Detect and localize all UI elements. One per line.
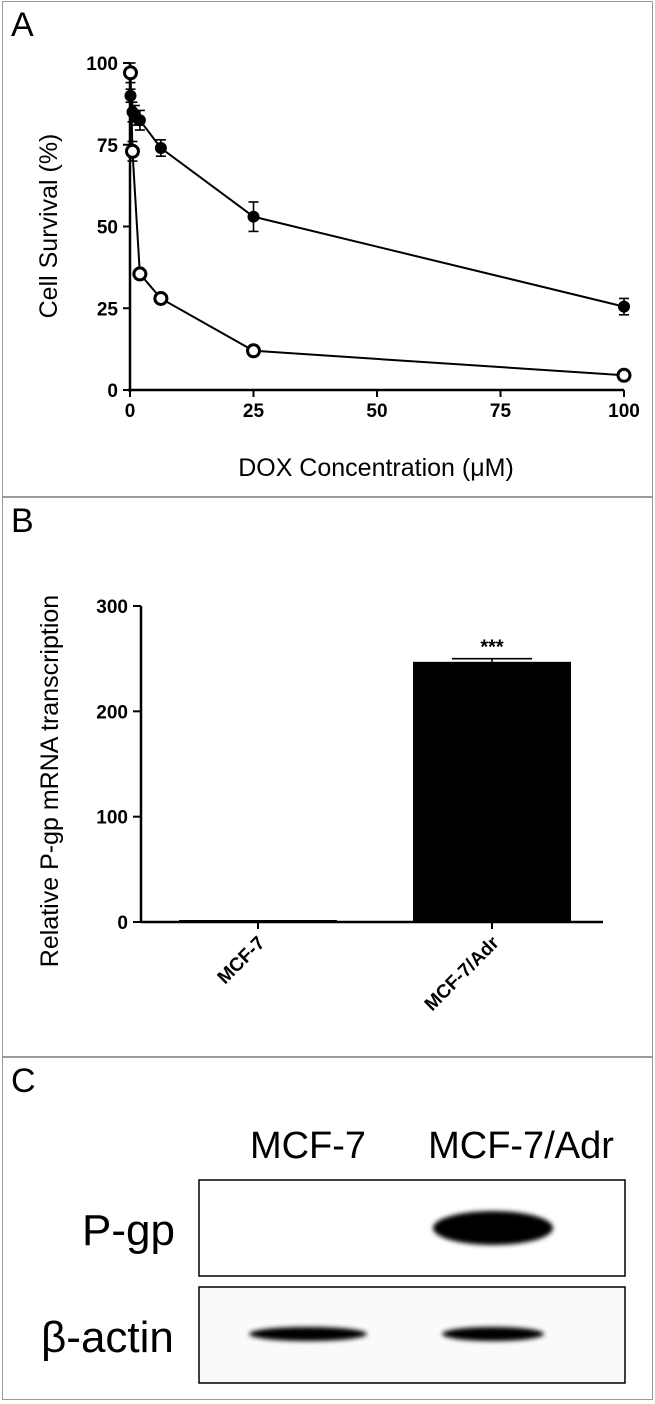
data-point-open [246, 343, 261, 359]
chart-a-ylabel: Cell Survival (%) [35, 134, 63, 319]
x-tick-label: 50 [366, 401, 387, 422]
panel-b: B Relative P-gp mRNA transcription 0 100 2… [2, 497, 653, 1057]
panel-a: A Cell Survival (%) DOX Concentration (μ… [2, 1, 653, 497]
significance-label: *** [480, 637, 504, 659]
mrna-bar-chart: Relative P-gp mRNA transcription 0 100 200… [36, 595, 603, 1015]
series-line [129, 95, 625, 308]
data-point-filled [154, 142, 167, 155]
data-point-filled [618, 300, 630, 313]
data-point-open [132, 266, 148, 282]
blot-row-actin-label: β-actin [41, 1313, 174, 1362]
blot-band [249, 1327, 367, 1341]
data-point-open [153, 290, 169, 306]
y-tick-label: 75 [97, 136, 119, 157]
panel-c: C MCF-7 MCF-7/Adr P-gp β-actin [2, 1057, 653, 1400]
panel-c-label: C [11, 1062, 36, 1100]
bar [413, 661, 571, 922]
y-tick-label: 25 [97, 299, 119, 320]
data-point-filled [247, 210, 260, 223]
y-tick-label: 300 [96, 597, 128, 618]
blot-row-pgp-label: P-gp [82, 1206, 175, 1255]
y-tick-label: 100 [86, 54, 118, 75]
blot-band [442, 1327, 544, 1341]
x-tick-label: 25 [243, 401, 265, 422]
blot-column-mcf7-adr: MCF-7/Adr [428, 1125, 614, 1167]
chart-a-xlabel: DOX Concentration (μM) [238, 454, 514, 482]
series-line [129, 72, 625, 377]
x-tick-label: MCF-7 [214, 933, 270, 989]
data-point-open [616, 367, 632, 383]
y-tick-label: 0 [117, 913, 128, 934]
panel-a-label: A [11, 6, 34, 44]
data-point-open [122, 65, 138, 81]
y-tick-label: 100 [96, 808, 128, 829]
y-tick-label: 0 [107, 381, 118, 402]
western-blot: MCF-7 MCF-7/Adr P-gp β-actin [41, 1125, 626, 1384]
survival-chart: Cell Survival (%) DOX Concentration (μM)… [35, 54, 640, 482]
panel-b-label: B [11, 502, 34, 540]
data-point-open [124, 143, 140, 159]
x-tick-label: 75 [490, 401, 512, 422]
chart-b-ylabel: Relative P-gp mRNA transcription [36, 595, 64, 967]
x-tick-label: 100 [608, 401, 640, 422]
data-point-filled [133, 114, 146, 127]
blot-column-mcf7: MCF-7 [250, 1125, 366, 1167]
blot-band [433, 1211, 553, 1245]
y-tick-label: 200 [96, 702, 128, 723]
bar [179, 920, 337, 922]
y-tick-label: 50 [97, 218, 118, 239]
blot-frame-pgp [198, 1179, 626, 1277]
x-tick-label: 0 [125, 401, 136, 422]
x-tick-label: MCF-7/Adr [421, 932, 504, 1015]
